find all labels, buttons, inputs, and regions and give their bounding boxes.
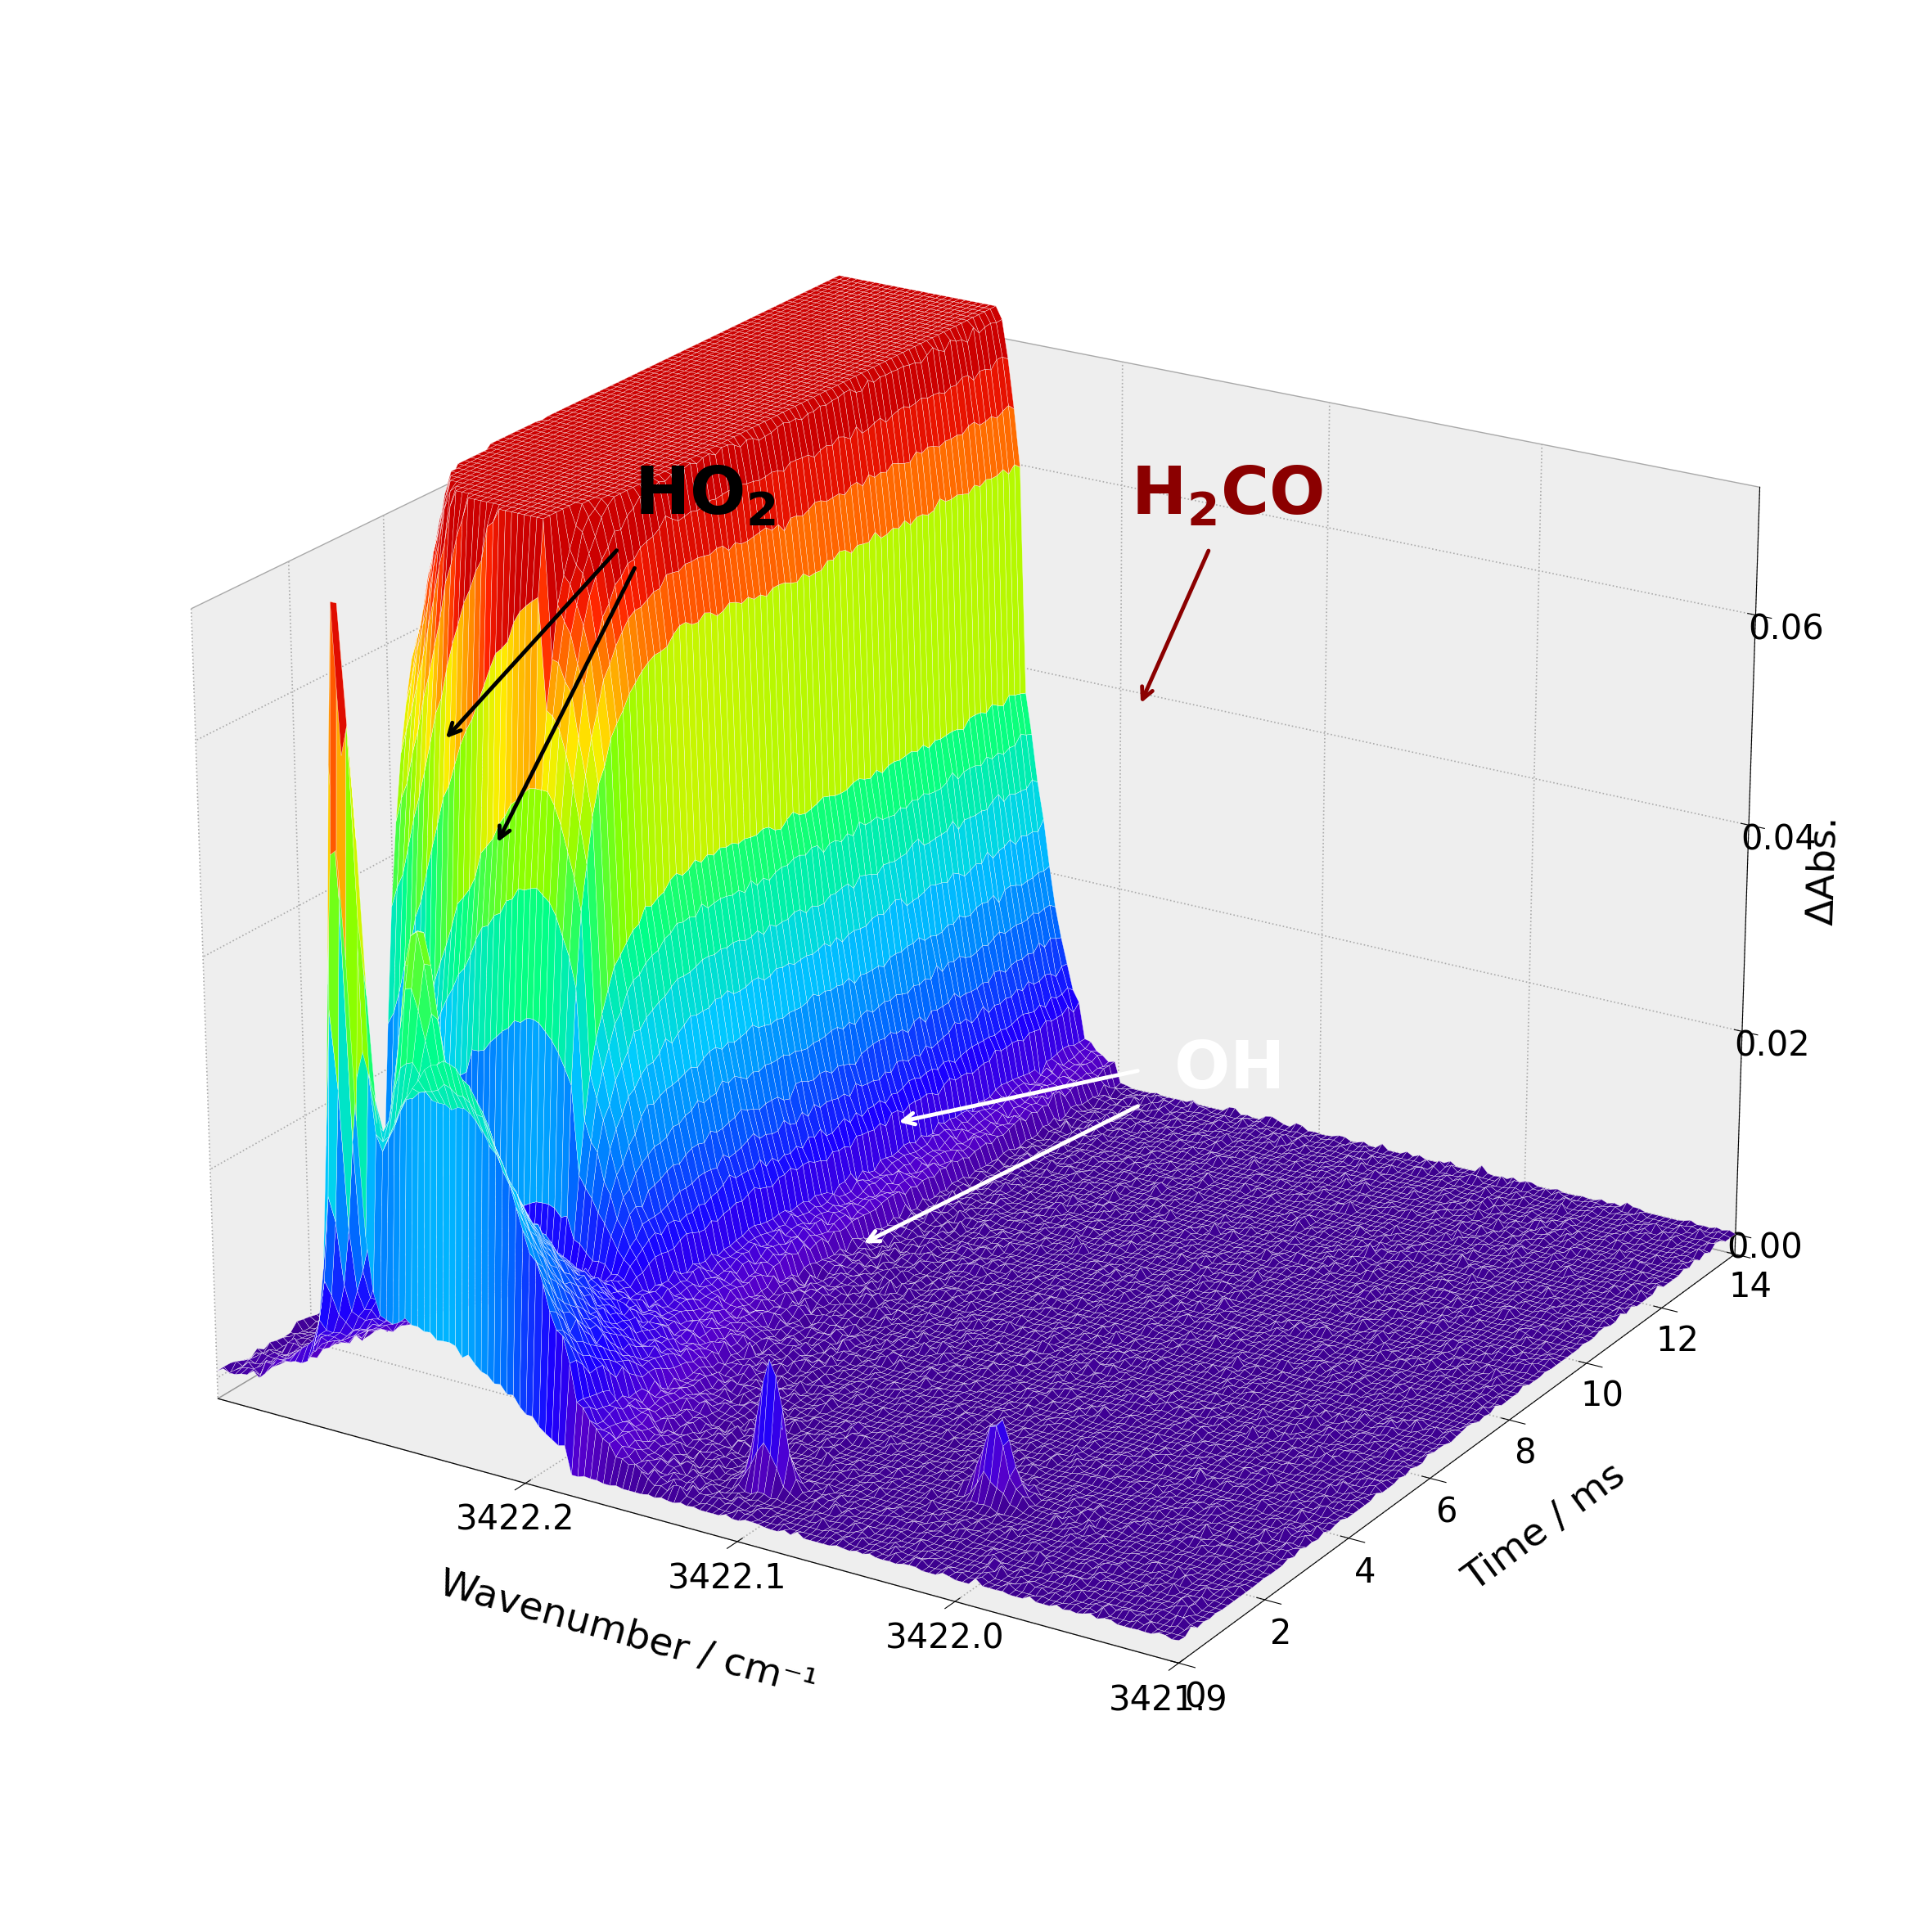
Text: $\mathbf{H_2CO}$: $\mathbf{H_2CO}$ bbox=[1130, 464, 1323, 529]
Text: $\mathbf{OH}$: $\mathbf{OH}$ bbox=[1173, 1037, 1281, 1103]
X-axis label: Wavenumber / cm⁻¹: Wavenumber / cm⁻¹ bbox=[435, 1565, 819, 1704]
Y-axis label: Time / ms: Time / ms bbox=[1457, 1457, 1633, 1598]
Text: $\mathbf{HO_2}$: $\mathbf{HO_2}$ bbox=[634, 464, 777, 529]
